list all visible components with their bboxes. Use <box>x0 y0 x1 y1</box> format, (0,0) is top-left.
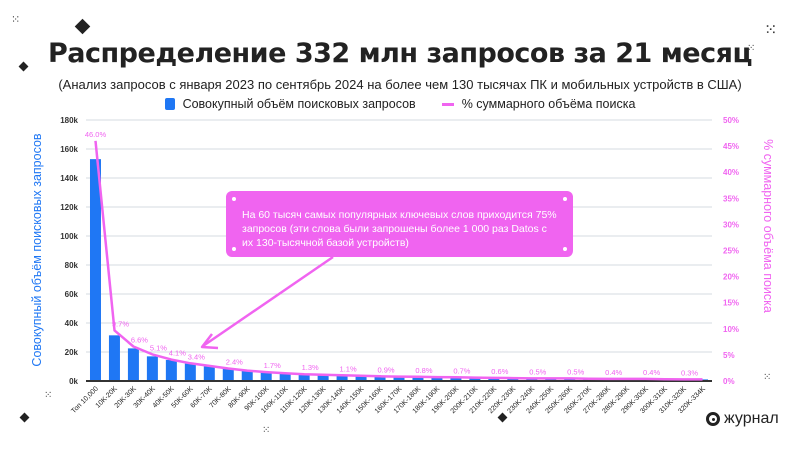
line-data-label: 3.4% <box>188 352 205 361</box>
annotation-text: На 60 тысяч самых популярных ключевых сл… <box>242 209 557 249</box>
bar <box>317 375 329 381</box>
line-data-label: 0.8% <box>415 366 432 375</box>
y-tick-left: 160k <box>60 145 78 154</box>
line-data-label: 0.7% <box>453 366 470 375</box>
y-tick-right: 0% <box>723 377 735 386</box>
bar <box>222 368 234 381</box>
bar <box>241 370 253 381</box>
bar <box>260 372 272 381</box>
bar <box>165 359 177 381</box>
y-tick-left: 20k <box>65 348 79 357</box>
y-tick-right: 45% <box>723 142 739 151</box>
bar <box>89 159 101 381</box>
chart-title: Распределение 332 млн запросов за 21 мес… <box>48 38 752 69</box>
y-tick-left: 80k <box>65 261 79 270</box>
bar <box>336 375 348 381</box>
y-tick-right: 10% <box>723 325 739 334</box>
y-tick-right: 35% <box>723 194 739 203</box>
bar <box>355 376 367 381</box>
line-data-label: 0.4% <box>643 368 660 377</box>
line-data-label: 6.6% <box>131 336 148 345</box>
bar <box>545 378 557 381</box>
line-data-label: 0.6% <box>491 367 508 376</box>
bar <box>393 377 405 381</box>
y-tick-right: 25% <box>723 247 739 256</box>
line-data-label: 0.4% <box>605 368 622 377</box>
bar <box>374 376 386 381</box>
line-data-label: 2.4% <box>226 357 243 366</box>
bar <box>526 378 538 381</box>
bar <box>450 377 462 381</box>
logo-text: журнал <box>724 410 779 427</box>
callout-arrow <box>202 255 334 348</box>
legend-line-swatch <box>441 102 454 106</box>
bar <box>279 373 291 381</box>
bar <box>146 356 158 381</box>
legend-bar-label: Совокупный объём поисковых запросов <box>182 97 416 111</box>
line-data-label: 1.1% <box>340 364 357 373</box>
annotation-callout: На 60 тысяч самых популярных ключевых сл… <box>226 191 573 257</box>
decor-cross-icon: ⁙ <box>764 22 778 39</box>
bar <box>127 348 139 381</box>
y-tick-left: 60k <box>65 290 79 299</box>
line-data-label: 9.7% <box>112 319 129 328</box>
bar <box>412 377 424 381</box>
logo-mark-icon <box>706 412 720 426</box>
line-data-label: 0.9% <box>377 365 394 374</box>
y-tick-right: 20% <box>723 273 739 282</box>
percent-line <box>94 140 703 381</box>
line-data-label: 1.3% <box>302 363 319 372</box>
bar <box>298 374 310 381</box>
bar <box>488 378 500 381</box>
bar <box>507 378 519 381</box>
y-tick-left: 120k <box>60 203 78 212</box>
decor-cross-icon: ⁙ <box>44 390 53 401</box>
y-tick-left: 40k <box>65 319 79 328</box>
y-tick-right: 40% <box>723 168 739 177</box>
decor-cross-icon: ⁙ <box>262 425 271 436</box>
y-tick-left: 0k <box>69 377 78 386</box>
line-data-label: 4.1% <box>169 349 186 358</box>
y-tick-left: 180k <box>60 116 78 125</box>
bar <box>564 378 576 381</box>
line-data-label: 46.0% <box>85 130 107 139</box>
decor-cross-icon: ⁙ <box>11 14 21 26</box>
line-data-label: 5.1% <box>150 343 167 352</box>
x-tick: Топ 10,000 <box>70 385 100 415</box>
y-tick-right: 30% <box>723 220 739 229</box>
line-data-label: 1.7% <box>264 361 281 370</box>
legend-line-label: % суммарного объёма поиска <box>461 97 636 111</box>
y-tick-left: 100k <box>60 232 78 241</box>
y-tick-left: 140k <box>60 174 78 183</box>
decor-cross-icon: ⁙ <box>763 372 772 383</box>
y-tick-right: 50% <box>723 116 739 125</box>
legend-bar-swatch <box>164 98 175 110</box>
bar <box>469 378 481 381</box>
arrow-head-icon <box>200 333 219 350</box>
bar <box>184 363 196 381</box>
bar <box>431 377 443 381</box>
y-tick-right: 5% <box>723 351 735 360</box>
decor-cross-icon: ⁙ <box>747 43 756 54</box>
chart-legend: Совокупный объём поисковых запросов % су… <box>0 97 800 111</box>
chart-subtitle: (Анализ запросов с января 2023 по сентяб… <box>58 77 742 92</box>
bar <box>108 335 120 381</box>
line-data-label: 0.5% <box>567 367 584 376</box>
line-data-label: 0.5% <box>529 367 546 376</box>
line-data-label: 0.3% <box>681 368 698 377</box>
bar <box>203 366 215 381</box>
y-tick-right: 15% <box>723 299 739 308</box>
brand-logo: журнал <box>706 410 779 428</box>
